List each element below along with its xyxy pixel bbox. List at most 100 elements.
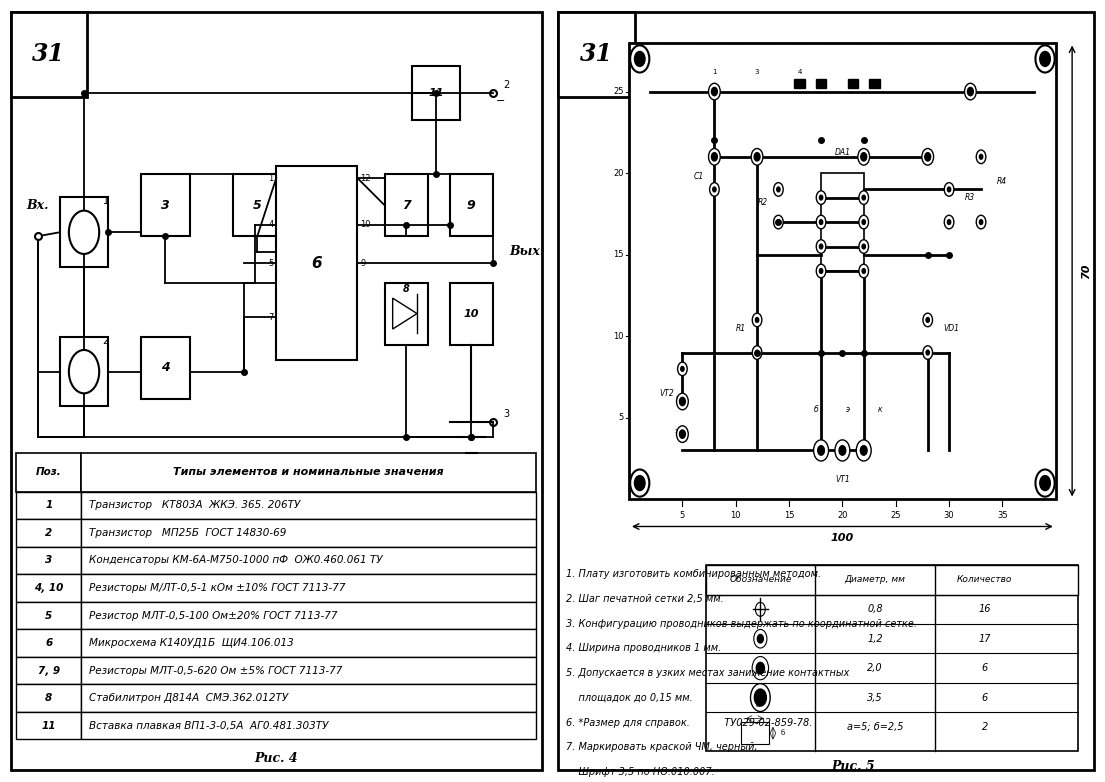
Circle shape xyxy=(926,350,929,355)
Text: 10: 10 xyxy=(360,220,370,229)
Text: 6: 6 xyxy=(981,693,988,702)
Text: 3,5: 3,5 xyxy=(867,693,883,702)
Circle shape xyxy=(681,367,684,371)
Text: Рис. 5: Рис. 5 xyxy=(832,760,875,773)
Circle shape xyxy=(839,446,845,455)
Text: Диаметр, мм: Диаметр, мм xyxy=(845,576,906,584)
Bar xyxy=(82,547,536,574)
Text: 10: 10 xyxy=(730,511,741,520)
Text: R3: R3 xyxy=(965,193,976,202)
Text: 20: 20 xyxy=(613,169,623,178)
Circle shape xyxy=(630,469,650,497)
Bar xyxy=(848,78,859,88)
Bar xyxy=(60,337,108,407)
Text: a: a xyxy=(756,702,760,708)
Circle shape xyxy=(857,149,870,165)
Text: Вых.: Вых. xyxy=(509,245,545,258)
Text: к: к xyxy=(675,395,680,401)
Circle shape xyxy=(965,83,976,100)
Circle shape xyxy=(680,397,685,406)
Text: 5: 5 xyxy=(619,414,623,422)
Text: 20: 20 xyxy=(838,511,848,520)
Circle shape xyxy=(69,210,99,254)
Text: 11: 11 xyxy=(429,88,444,98)
Bar xyxy=(276,167,358,360)
Text: 1: 1 xyxy=(712,70,717,75)
Text: R1: R1 xyxy=(736,324,746,332)
Bar xyxy=(141,174,190,236)
Bar xyxy=(17,519,82,547)
Circle shape xyxy=(754,152,760,161)
Circle shape xyxy=(680,430,685,438)
Text: Транзистор   КТ803А  ЖКЭ. 365. 206ТУ: Транзистор КТ803А ЖКЭ. 365. 206ТУ xyxy=(90,500,301,511)
Text: Поз.: Поз. xyxy=(36,468,62,477)
Bar xyxy=(82,574,536,602)
Circle shape xyxy=(859,191,869,204)
Bar xyxy=(821,173,864,271)
Text: 16: 16 xyxy=(978,604,991,615)
Bar xyxy=(17,657,82,684)
Text: 25: 25 xyxy=(891,511,901,520)
Text: R2: R2 xyxy=(757,198,768,207)
Circle shape xyxy=(630,45,650,73)
Circle shape xyxy=(862,220,865,224)
Circle shape xyxy=(859,264,869,278)
Circle shape xyxy=(634,475,645,490)
Text: 10: 10 xyxy=(613,332,623,341)
Text: a=5; б=2,5: a=5; б=2,5 xyxy=(846,722,904,732)
Circle shape xyxy=(813,440,829,461)
Text: 1,2: 1,2 xyxy=(867,633,883,644)
Circle shape xyxy=(861,152,866,161)
Text: 8: 8 xyxy=(403,284,410,294)
Bar xyxy=(558,12,634,97)
Text: 3: 3 xyxy=(755,70,759,75)
Circle shape xyxy=(923,346,933,360)
Circle shape xyxy=(925,152,930,161)
Circle shape xyxy=(774,183,783,196)
Circle shape xyxy=(709,150,719,163)
Circle shape xyxy=(712,88,717,95)
Bar xyxy=(17,547,82,574)
Text: 12: 12 xyxy=(360,174,370,183)
Circle shape xyxy=(753,657,769,680)
Text: 5: 5 xyxy=(253,199,262,212)
Bar xyxy=(706,565,1077,751)
Bar xyxy=(82,684,536,712)
Circle shape xyxy=(976,215,986,229)
Text: 30: 30 xyxy=(944,511,955,520)
Bar xyxy=(385,174,428,236)
Circle shape xyxy=(976,150,986,163)
Circle shape xyxy=(754,630,767,648)
Text: Шрифт 3,5 по НО.010.007.: Шрифт 3,5 по НО.010.007. xyxy=(566,767,715,777)
Text: Микросхема К140УД1Б  ЩИ4.106.013: Микросхема К140УД1Б ЩИ4.106.013 xyxy=(90,638,294,648)
Text: Количество: Количество xyxy=(957,576,1012,584)
Bar xyxy=(385,282,428,345)
Text: 7: 7 xyxy=(269,313,274,322)
Text: 7. Маркировать краской ЧМ, черный,: 7. Маркировать краской ЧМ, черный, xyxy=(566,742,758,752)
Text: Резисторы М/ЛТ-0,5-1 кОм ±10% ГОСТ 7113-77: Резисторы М/ЛТ-0,5-1 кОм ±10% ГОСТ 7113-… xyxy=(90,583,346,593)
Text: C1: C1 xyxy=(693,172,704,181)
Bar xyxy=(82,657,536,684)
Text: 6: 6 xyxy=(45,638,52,648)
Text: 9: 9 xyxy=(360,259,366,267)
Bar xyxy=(706,565,1077,594)
Circle shape xyxy=(817,264,825,278)
Circle shape xyxy=(708,83,720,100)
Text: Конденсаторы КМ-6А-М750-1000 пФ  ОЖ0.460.061 ТУ: Конденсаторы КМ-6А-М750-1000 пФ ОЖ0.460.… xyxy=(90,555,383,565)
Circle shape xyxy=(677,362,687,375)
Circle shape xyxy=(923,313,933,327)
Text: 7, 9: 7, 9 xyxy=(38,665,60,676)
Text: 4: 4 xyxy=(269,220,274,229)
Bar xyxy=(82,712,536,740)
Circle shape xyxy=(818,446,824,455)
Text: 31: 31 xyxy=(32,42,65,66)
Bar xyxy=(11,12,86,97)
Circle shape xyxy=(713,154,716,160)
Text: Транзистор   МП25Б  ГОСТ 14830-69: Транзистор МП25Б ГОСТ 14830-69 xyxy=(90,528,287,538)
Circle shape xyxy=(777,220,780,224)
Text: Рис. 4: Рис. 4 xyxy=(254,752,298,766)
Circle shape xyxy=(634,52,645,66)
Text: 1: 1 xyxy=(45,500,52,511)
Text: 4: 4 xyxy=(798,70,802,75)
Circle shape xyxy=(926,317,929,322)
